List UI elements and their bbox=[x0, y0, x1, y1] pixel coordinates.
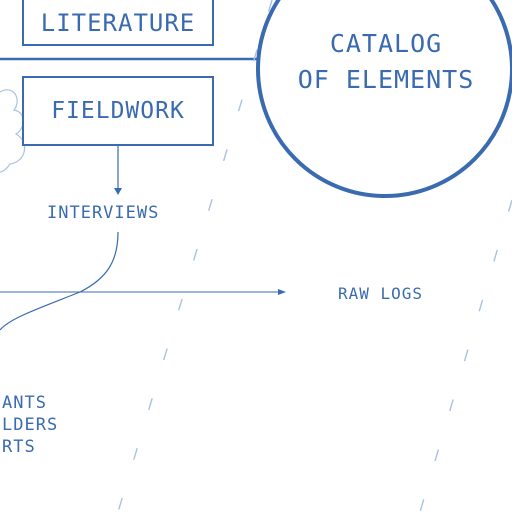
partial-label-1: ANTS bbox=[2, 393, 47, 413]
raw-logs-label: RAW LOGS bbox=[338, 284, 424, 303]
raw-logs-arrowhead bbox=[278, 289, 286, 295]
cloud-outline bbox=[0, 89, 26, 173]
partial-label-2: LDERS bbox=[2, 415, 59, 435]
fieldwork-arrowhead bbox=[114, 188, 122, 195]
catalog-circle-text: CATALOG OF ELEMENTS bbox=[268, 26, 504, 98]
catalog-circle bbox=[256, 0, 512, 198]
literature-box: LITERATURE bbox=[22, 0, 214, 46]
literature-label: LITERATURE bbox=[40, 9, 196, 37]
dashed-guides bbox=[117, 0, 512, 512]
fieldwork-box: FIELDWORK bbox=[22, 76, 214, 146]
interviews-curve bbox=[0, 231, 119, 331]
catalog-label-line1: CATALOG bbox=[329, 29, 443, 58]
partial-label-3: RTS bbox=[2, 437, 36, 457]
interviews-label: INTERVIEWS bbox=[47, 203, 160, 223]
catalog-label-line2: OF ELEMENTS bbox=[297, 65, 475, 94]
fieldwork-label: FIELDWORK bbox=[51, 98, 185, 124]
